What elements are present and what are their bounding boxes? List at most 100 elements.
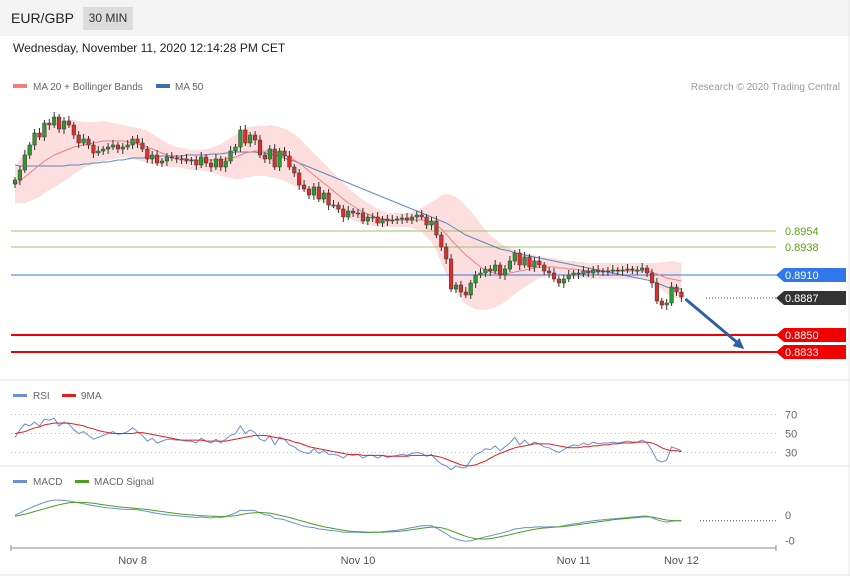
candle-body-35 [184,158,189,162]
candle-82 [414,211,419,222]
candle-body-120 [600,270,606,273]
candle-body-91 [458,284,463,293]
candle-70 [355,209,361,218]
candle-14 [81,134,86,146]
candle-116 [581,266,586,277]
candle-body-90 [453,284,459,290]
candle-89 [449,254,454,292]
candle-body-77 [390,219,395,222]
candle-92 [463,287,468,298]
candle-131 [654,278,659,304]
candle-body-111 [556,278,561,284]
candle-body-52 [267,148,272,160]
candle-body-20 [110,144,116,148]
candle-47 [243,125,248,146]
candle-105 [527,254,532,271]
candle-body-95 [478,272,483,276]
ma50-line [14,151,682,290]
candle-body-44 [228,150,233,162]
candle-118 [591,266,596,278]
candle-123 [615,267,620,275]
candle-57 [292,164,297,177]
candle-body-58 [297,172,302,186]
candle-body-116 [581,270,586,275]
candle-76 [385,215,390,226]
candle-71 [360,208,365,224]
candle-body-63 [321,192,326,200]
candle-50 [257,135,263,158]
candle-body-18 [101,148,106,152]
candle-26 [140,138,145,152]
candle-121 [605,267,610,276]
candle-body-98 [493,264,498,272]
candle-body-9 [57,116,62,130]
candle-35 [184,154,189,164]
candle-85 [429,217,434,230]
candle-106 [532,257,537,272]
candle-93 [468,280,473,299]
candle-body-7 [47,122,52,126]
candle-body-103 [517,252,522,266]
candle-body-56 [287,155,292,168]
candle-114 [571,270,576,279]
currency-pair-title: EUR/GBP [11,10,75,26]
candle-body-108 [542,264,547,272]
legend-swatch-macd-signal [75,480,89,483]
candle-102 [512,250,517,265]
rsi-tick-0: 70 [785,410,797,422]
candle-23 [125,140,130,150]
candle-body-26 [140,142,145,150]
candle-body-38 [199,156,204,166]
candle-body-114 [571,272,576,276]
legend-label-ma20: MA 20 + Bollinger Bands [33,82,143,93]
forecast-arrow-shaft [684,297,742,347]
rsi-tick-1: 50 [785,429,797,441]
candle-body-5 [37,132,42,138]
candle-136 [679,288,684,302]
candle-109 [547,267,552,278]
candle-75 [380,216,385,227]
price-legend: MA 20 + Bollinger Bands MA 50 Research ©… [13,82,840,93]
candle-9 [57,114,62,133]
timeframe-badge[interactable]: 30 MIN [83,7,133,30]
time-axis: Nov 8 Nov 10 Nov 11 Nov 12 [10,545,777,567]
pivot-label: 0.8910 [785,270,819,282]
macd-signal-line [14,501,682,540]
candle-4 [32,129,37,150]
candle-91 [458,281,463,297]
candle-body-21 [115,144,120,150]
candle-body-129 [645,267,650,274]
candle-body-71 [360,212,365,222]
candle-80 [404,213,410,223]
pivot-tag [776,268,846,282]
candle-body-74 [375,216,380,224]
candle-111 [556,276,561,287]
candle-103 [517,249,522,270]
candle-body-29 [155,154,160,164]
candle-body-101 [507,260,512,270]
candle-body-10 [61,120,67,130]
candle-body-41 [213,158,218,168]
candle-body-115 [576,272,581,275]
legend-swatch-ma20 [13,84,27,88]
candle-body-45 [233,146,238,152]
candle-100 [502,265,508,280]
candle-body-131 [654,282,659,302]
candle-body-83 [419,214,424,218]
candle-body-3 [27,144,32,156]
candle-body-42 [218,158,223,168]
candle-10 [61,117,67,134]
current-price-tag [776,291,846,305]
candle-101 [507,256,512,272]
candle-45 [233,144,238,155]
candle-body-1 [17,169,22,181]
candle-body-2 [22,154,27,171]
candle-64 [326,189,331,210]
candle-body-66 [336,204,341,210]
candle-body-121 [605,270,610,273]
candle-body-37 [194,159,199,166]
candle-78 [395,216,400,224]
candle-112 [561,275,566,288]
legend-label-rsi: RSI [33,391,50,402]
x-tick-label-3: Nov 12 [664,555,699,567]
